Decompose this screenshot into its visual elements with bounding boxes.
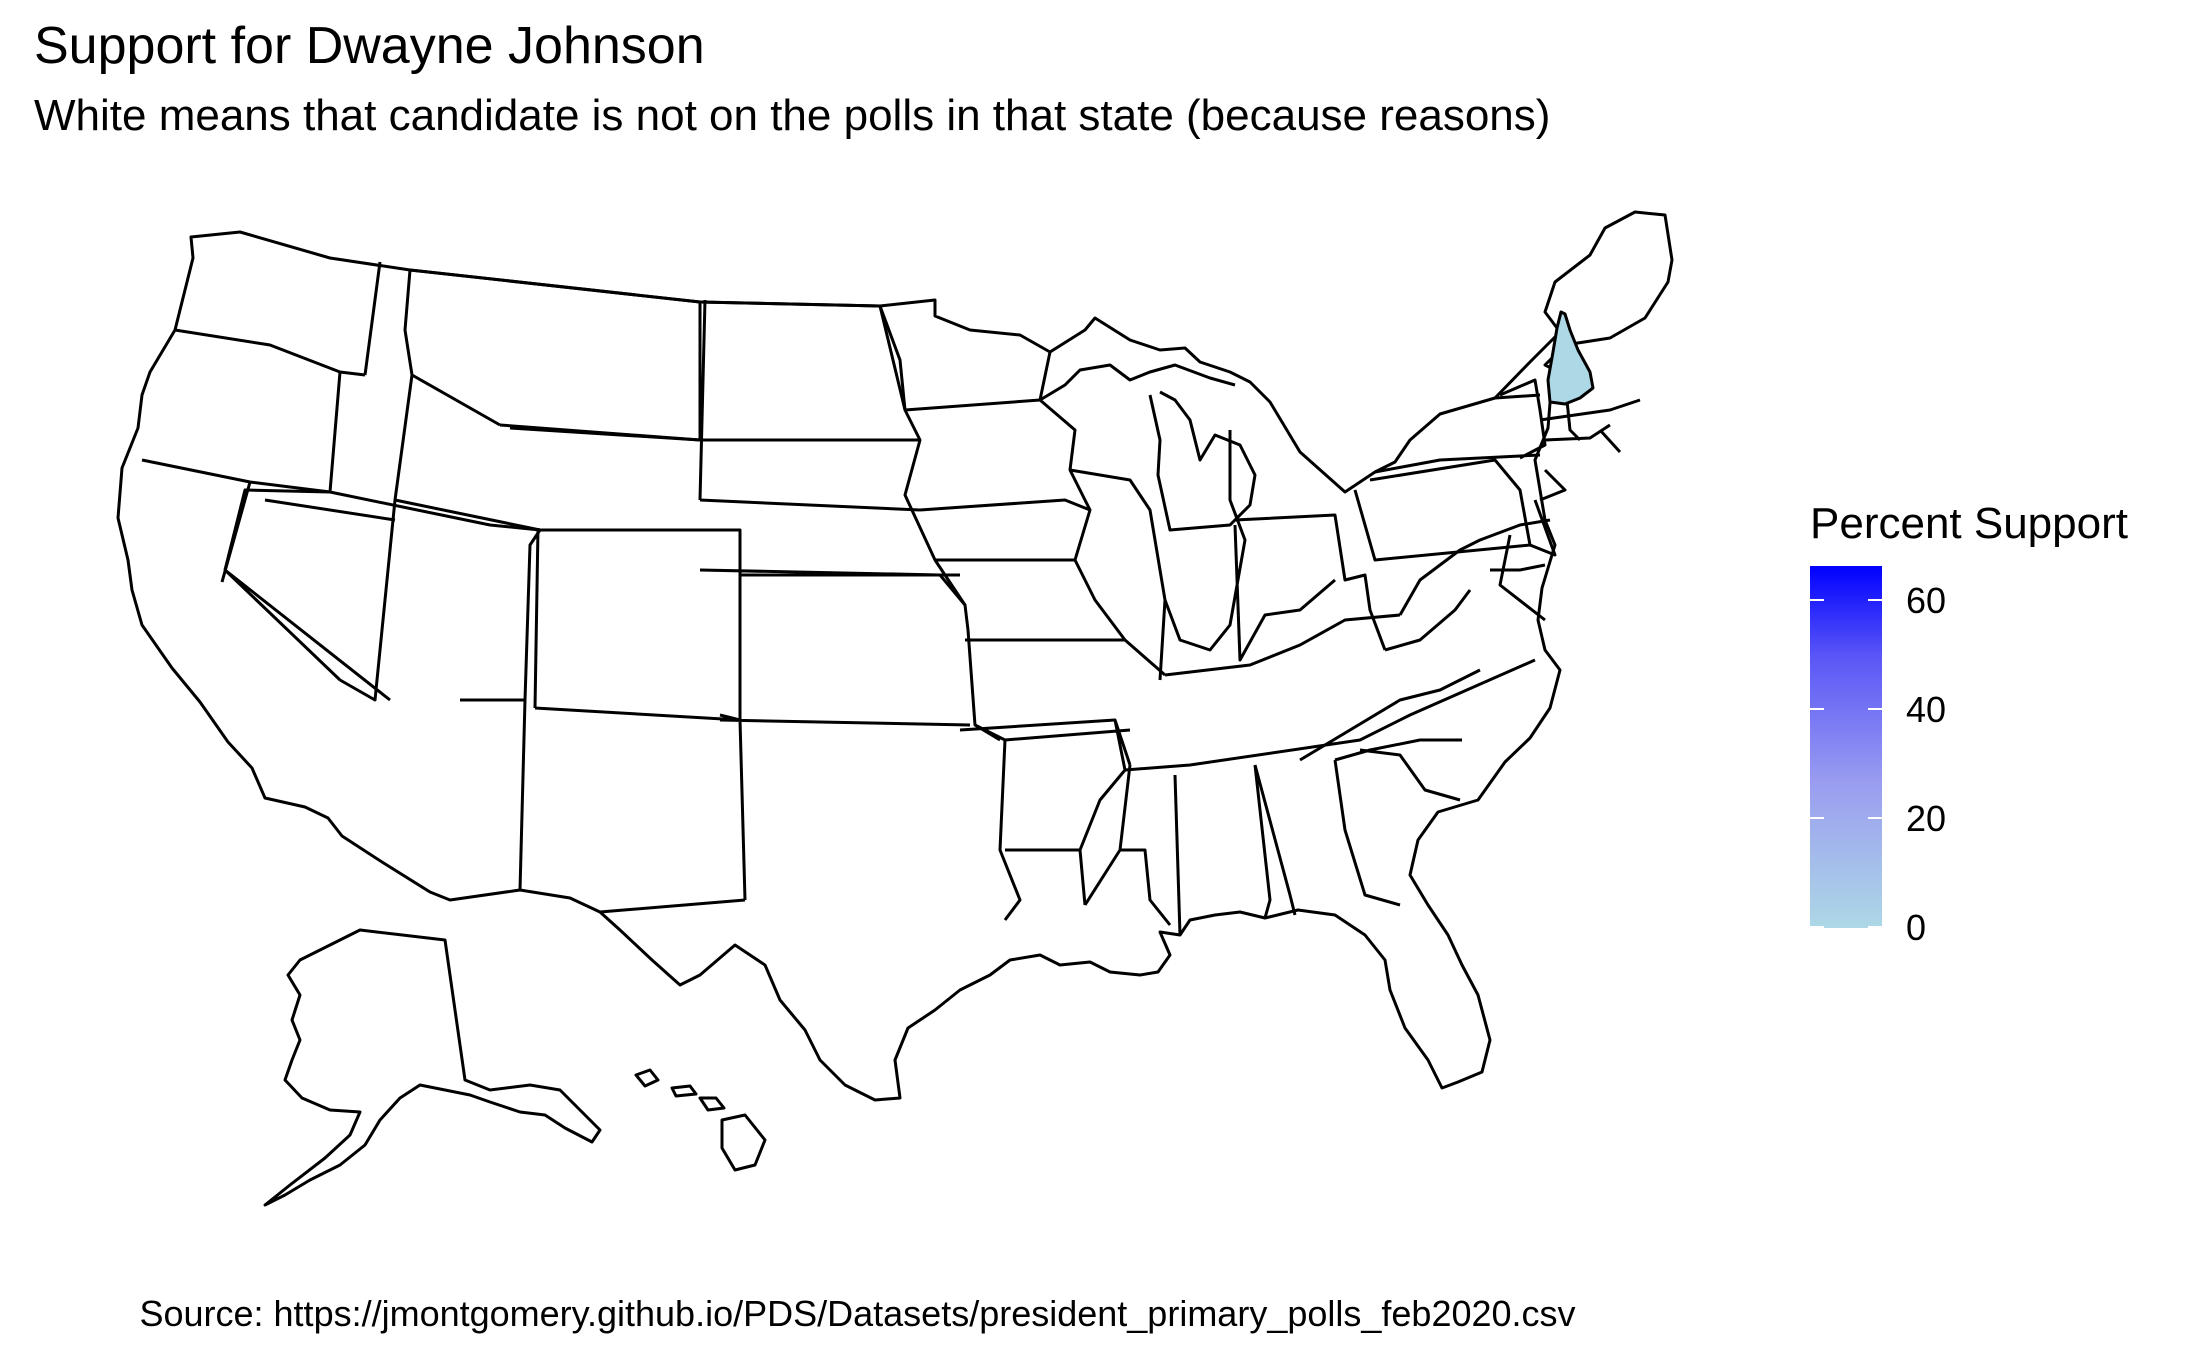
legend-tick-mark-20-right [1868, 817, 1882, 819]
legend-tick-mark-20 [1810, 817, 1824, 819]
legend-tick-mark-0 [1810, 926, 1824, 928]
state-new-hampshire [1546, 310, 1595, 406]
state-borders-northeast [1353, 331, 1641, 622]
legend-tick-label-60: 60 [1906, 580, 1947, 621]
map-outline-contiguous [116, 210, 1674, 1102]
state-borders-midwest [878, 305, 1536, 772]
chart-title: Support for Dwayne Johnson [34, 17, 705, 75]
legend-color-bar [1810, 566, 1882, 928]
state-borders-west [141, 261, 702, 709]
legend-tick-label-40: 40 [1906, 689, 1947, 730]
state-hawaii-1 [634, 1068, 660, 1088]
legend-tick-mark-40 [1810, 708, 1824, 710]
state-alaska [263, 928, 602, 1207]
legend-tick-label-20: 20 [1906, 798, 1947, 839]
state-borders-south [1083, 518, 1551, 936]
state-hawaii-2 [670, 1084, 698, 1098]
state-hawaii-3 [698, 1096, 726, 1112]
state-borders-great-lakes [1039, 363, 1257, 532]
legend-title: Percent Support [1810, 499, 2128, 548]
legend-tick-mark-40-right [1868, 708, 1882, 710]
chart-caption: Source: https://jmontgomery.github.io/PD… [139, 1293, 1576, 1334]
legend-tick-mark-0-right [1868, 926, 1882, 928]
legend-tick-mark-60-right [1868, 599, 1882, 601]
chart-subtitle: White means that candidate is not on the… [34, 91, 1551, 140]
legend-tick-label-0: 0 [1906, 907, 1927, 948]
color-legend: Percent Support 0 20 40 60 [1810, 496, 2180, 956]
state-hawaii-4 [720, 1113, 767, 1172]
legend-tick-mark-60 [1810, 599, 1824, 601]
